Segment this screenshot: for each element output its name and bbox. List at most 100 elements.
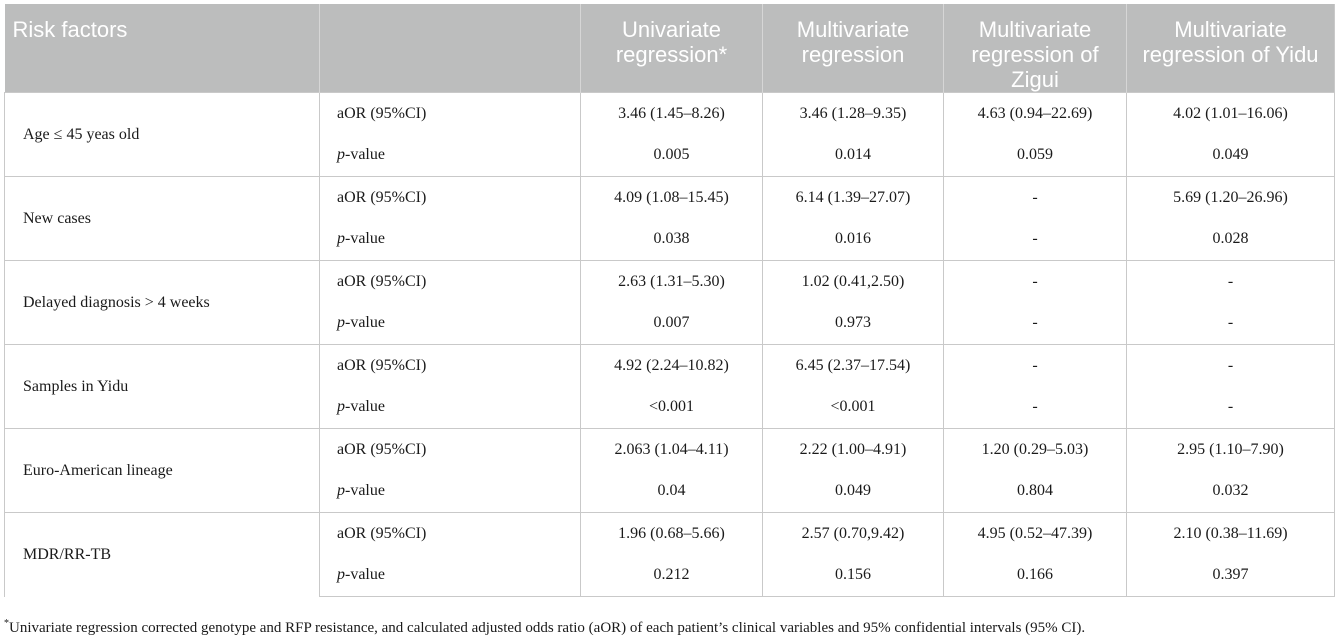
p-value-cell: 0.038 [580,218,763,261]
p-suffix: -value [345,314,385,332]
p-value-cell: 0.005 [580,134,763,177]
p-value-cell: - [1126,302,1335,345]
p-suffix: -value [345,230,385,248]
p-value-cell: 0.059 [943,134,1127,177]
aor-value-cell: 2.22 (1.00–4.91) [762,428,944,471]
p-value-label: p-value [319,302,581,345]
aor-value-cell: 6.45 (2.37–17.54) [762,344,944,387]
aor-value-cell: 4.92 (2.24–10.82) [580,344,763,387]
aor-value-cell: - [943,176,1127,219]
table-row: New cases aOR (95%CI) 4.09 (1.08–15.45) 6.1… [4,176,1335,261]
aor-value-cell: 4.02 (1.01–16.06) [1126,92,1335,135]
p-letter: p [337,398,345,416]
risk-factor-cell: Age ≤ 45 yeas old [4,92,320,177]
aor-value-cell: 1.20 (0.29–5.03) [943,428,1127,471]
p-value-cell: 0.016 [762,218,944,261]
p-value-cell: - [1126,386,1335,429]
p-value-cell: - [943,386,1127,429]
aor-value-cell: - [1126,344,1335,387]
p-value-cell: <0.001 [580,386,763,429]
risk-factor-cell: Delayed diagnosis > 4 weeks [4,260,320,345]
p-value-cell: 0.028 [1126,218,1335,261]
table-row: Euro-American lineage aOR (95%CI) 2.063 (1… [4,428,1335,513]
p-value-cell: 0.397 [1126,554,1335,597]
p-value-cell: 0.212 [580,554,763,597]
p-letter: p [337,146,345,164]
table-row: Age ≤ 45 yeas old aOR (95%CI) 3.46 (1.45–8… [4,92,1335,177]
aor-value-cell: 4.09 (1.08–15.45) [580,176,763,219]
p-value-cell: 0.014 [762,134,944,177]
aor-value-cell: 1.96 (0.68–5.66) [580,512,763,555]
footnote-text: Univariate regression corrected genotype… [9,620,1086,636]
table-header-row: Risk factors Univariate regression* Mult… [4,4,1335,93]
table-row: p-value 0.212 0.156 0.166 0.397 [5,554,1335,597]
table-row: p-value 0.007 0.973- - [5,302,1335,345]
aor-label: aOR (95%CI) [319,260,581,303]
aor-label: aOR (95%CI) [319,344,581,387]
aor-value-cell: 5.69 (1.20–26.96) [1126,176,1335,219]
risk-factor-cell: Samples in Yidu [4,344,320,429]
table-row: Delayed diagnosis > 4 weeks aOR (95%CI) 2.… [4,260,1335,345]
aor-value-cell: 2.10 (0.38–11.69) [1126,512,1335,555]
header-multivariate-zigui: Multivariate regression of Zigui [943,4,1127,93]
p-value-cell: 0.032 [1126,470,1335,513]
p-value-cell: 0.156 [762,554,944,597]
aor-value-cell: - [943,344,1127,387]
p-letter: p [337,482,345,500]
p-value-cell: 0.166 [943,554,1127,597]
p-value-cell: 0.007 [580,302,763,345]
aor-value-cell: 2.63 (1.31–5.30) [580,260,763,303]
header-risk-factors: Risk factors [4,4,320,93]
header-multivariate-yidu: Multivariate regression of Yidu [1126,4,1335,93]
p-value-cell: - [943,218,1127,261]
header-blank [319,4,581,93]
p-letter: p [337,566,345,584]
p-value-label: p-value [319,386,581,429]
p-value-cell: 0.04 [580,470,763,513]
risk-factor-cell: Euro-American lineage [4,428,320,513]
table-row: Samples in Yidu aOR (95%CI) 4.92 (2.24–10.… [4,344,1335,429]
table-row: MDR/RR-TB aOR (95%CI) 1.96 (0.68–5.66) 2.57… [4,512,1335,597]
p-value-label: p-value [319,134,581,177]
p-suffix: -value [345,482,385,500]
aor-label: aOR (95%CI) [319,512,581,555]
aor-value-cell: 2.57 (0.70,9.42) [762,512,944,555]
aor-value-cell: - [943,260,1127,303]
table-row: p-value <0.001 <0.001- - [5,386,1335,429]
aor-value-cell: 6.14 (1.39–27.07) [762,176,944,219]
p-value-cell: - [943,302,1127,345]
aor-value-cell: 4.95 (0.52–47.39) [943,512,1127,555]
p-letter: p [337,314,345,332]
table-body: Age ≤ 45 yeas old aOR (95%CI) 3.46 (1.45–8… [4,92,1335,597]
p-value-label: p-value [319,218,581,261]
aor-value-cell: 3.46 (1.28–9.35) [762,92,944,135]
p-value-cell: <0.001 [762,386,944,429]
risk-factors-table: Risk factors Univariate regression* Mult… [4,4,1335,597]
risk-factor-cell: New cases [4,176,320,261]
p-suffix: -value [345,566,385,584]
aor-value-cell: 4.63 (0.94–22.69) [943,92,1127,135]
p-value-cell: 0.973 [762,302,944,345]
header-multivariate: Multivariate regression [762,4,944,93]
table-footnote: *Univariate regression corrected genotyp… [4,618,1334,637]
p-value-cell: 0.049 [762,470,944,513]
p-value-cell: 0.049 [1126,134,1335,177]
p-value-cell: 0.804 [943,470,1127,513]
p-value-label: p-value [319,554,581,597]
footnote-marker: * [4,618,9,629]
aor-value-cell: 3.46 (1.45–8.26) [580,92,763,135]
p-suffix: -value [345,146,385,164]
risk-factor-cell: MDR/RR-TB [4,512,320,597]
p-letter: p [337,230,345,248]
header-univariate: Univariate regression* [580,4,763,93]
aor-value-cell: 1.02 (0.41,2.50) [762,260,944,303]
aor-value-cell: 2.95 (1.10–7.90) [1126,428,1335,471]
aor-value-cell: - [1126,260,1335,303]
p-suffix: -value [345,398,385,416]
aor-label: aOR (95%CI) [319,428,581,471]
aor-label: aOR (95%CI) [319,92,581,135]
p-value-label: p-value [319,470,581,513]
aor-value-cell: 2.063 (1.04–4.11) [580,428,763,471]
table-row: p-value 0.038 0.016-0.028 [5,218,1335,261]
aor-label: aOR (95%CI) [319,176,581,219]
